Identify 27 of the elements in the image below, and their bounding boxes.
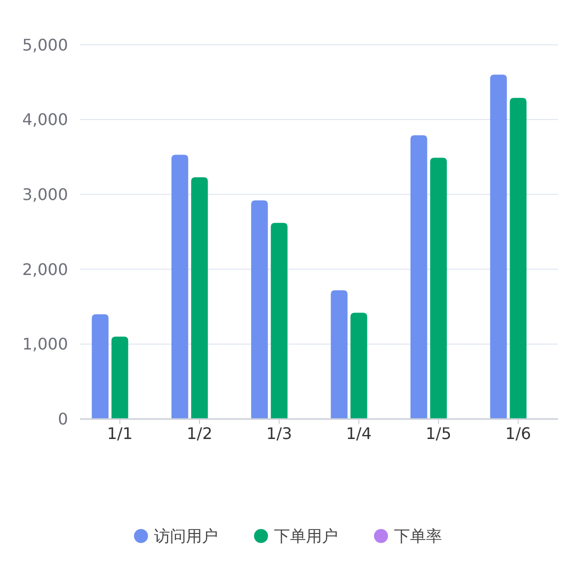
bar	[171, 154, 188, 419]
x-tick-label: 1/3	[266, 424, 292, 443]
x-tick-label: 1/5	[426, 424, 452, 443]
y-tick-label: 2,000	[22, 260, 68, 279]
bar	[92, 314, 109, 419]
bar	[270, 222, 288, 419]
bar	[430, 158, 447, 419]
legend-label: 下单用户	[274, 526, 338, 546]
legend-label: 访问用户	[154, 526, 218, 546]
bar	[191, 177, 208, 419]
bar	[410, 135, 428, 419]
x-tick-label: 1/2	[186, 424, 212, 443]
bar	[510, 98, 527, 419]
y-tick-label: 3,000	[22, 185, 68, 204]
x-tick-label: 1/6	[505, 424, 532, 443]
legend-label: 下单率	[394, 526, 442, 546]
bar	[350, 312, 368, 419]
x-tick-label: 1/1	[106, 424, 133, 443]
y-tick-label: 5,000	[22, 35, 68, 54]
y-tick-label: 4,000	[22, 110, 68, 130]
bar	[251, 200, 268, 419]
y-tick-label: 0	[58, 410, 68, 429]
bar	[111, 336, 128, 419]
bar	[490, 74, 507, 419]
y-tick-label: 1,000	[22, 334, 68, 354]
x-tick-label: 1/4	[346, 424, 372, 443]
bar	[330, 290, 348, 419]
